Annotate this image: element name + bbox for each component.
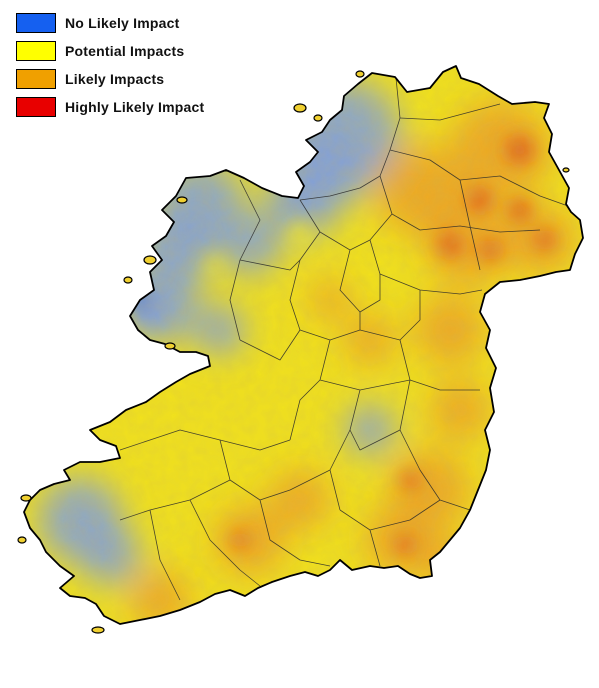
- county-boundary: [369, 499, 441, 531]
- county-boundary: [359, 290, 421, 341]
- map-legend: No Likely Impact Potential Impacts Likel…: [16, 12, 204, 118]
- legend-item-highly-likely-impact: Highly Likely Impact: [16, 96, 204, 118]
- county-boundary: [239, 259, 301, 271]
- legend-swatch-highly-likely-impact: [16, 97, 56, 117]
- legend-label-no-likely-impact: No Likely Impact: [65, 15, 180, 31]
- county-boundary: [349, 429, 401, 451]
- legend-swatch-likely-impacts: [16, 69, 56, 89]
- county-boundary: [119, 429, 291, 451]
- county-boundary: [459, 179, 481, 271]
- legend-label-highly-likely-impact: Highly Likely Impact: [65, 99, 205, 115]
- legend-swatch-no-likely-impact: [16, 13, 56, 33]
- county-boundary: [329, 389, 361, 511]
- island: [176, 196, 188, 204]
- island: [293, 103, 307, 113]
- county-boundary: [299, 199, 371, 251]
- island: [355, 70, 365, 78]
- legend-label-potential-impacts: Potential Impacts: [65, 43, 185, 59]
- county-boundary: [399, 339, 480, 391]
- legend-item-likely-impacts: Likely Impacts: [16, 68, 204, 90]
- island: [123, 276, 133, 284]
- county-boundary: [389, 149, 569, 207]
- county-boundary: [149, 509, 181, 601]
- county-boundary: [379, 175, 541, 233]
- coastline: [23, 65, 584, 625]
- county-boundary: [259, 499, 331, 567]
- island: [164, 342, 176, 350]
- legend-item-no-likely-impact: No Likely Impact: [16, 12, 204, 34]
- legend-item-potential-impacts: Potential Impacts: [16, 40, 204, 62]
- legend-label-likely-impacts: Likely Impacts: [65, 71, 165, 87]
- island: [17, 536, 27, 544]
- county-boundary: [289, 231, 321, 331]
- island: [562, 167, 570, 173]
- island: [91, 626, 105, 634]
- legend-swatch-potential-impacts: [16, 41, 56, 61]
- island: [143, 255, 157, 265]
- county-boundary: [369, 213, 483, 295]
- island: [20, 494, 32, 502]
- county-boundaries: [119, 77, 569, 601]
- county-boundary: [119, 479, 231, 521]
- islands: [17, 70, 570, 634]
- county-boundary: [189, 499, 261, 587]
- island: [313, 114, 323, 122]
- county-boundary: [399, 379, 471, 511]
- county-boundary: [239, 312, 361, 361]
- county-boundary: [399, 103, 501, 121]
- county-boundary: [289, 339, 331, 441]
